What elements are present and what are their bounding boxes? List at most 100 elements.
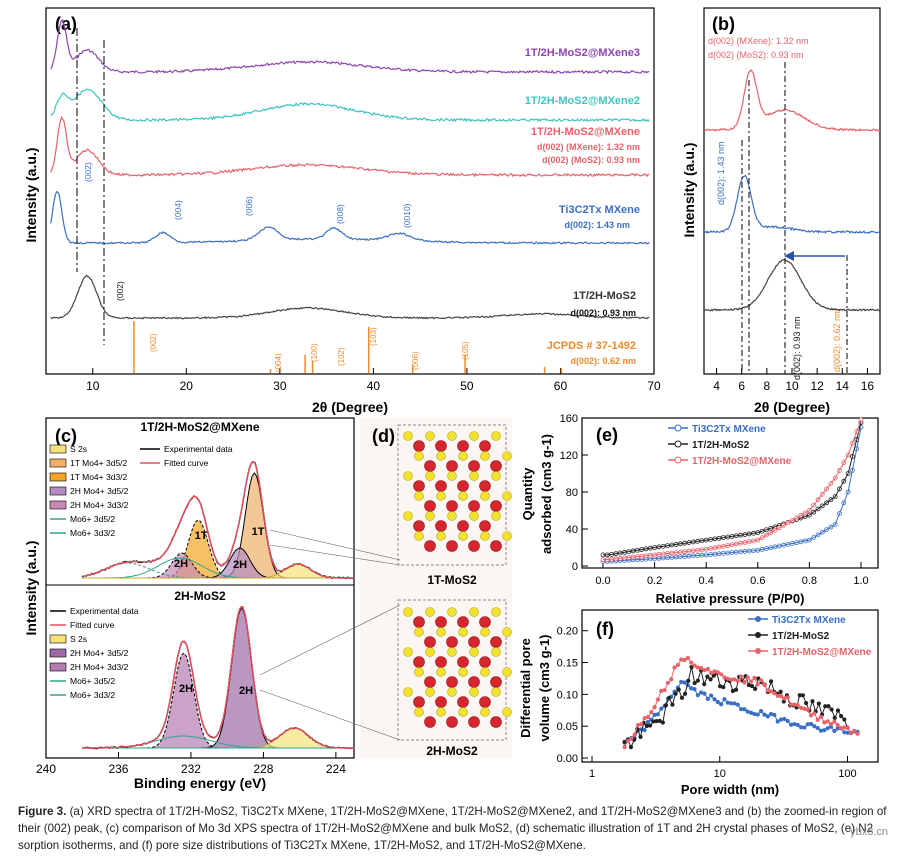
s-atom [491,687,501,697]
panel-f: (f) Differential pore volume (cm3 g-1) P… [518,609,879,797]
c-to-d-link-1 [269,529,401,561]
watermark: ybx8.cn [850,826,888,838]
s-atom [436,491,446,501]
s-atom [502,627,512,637]
c-xtick-label: 224 [326,762,346,776]
panel-f-legend: Ti3C2Tx MXene 1T/2H-MoS2 1T/2H-MoS2@MXene [748,615,872,658]
c-legend-label: 2H Mo4+ 3d5/2 [70,486,129,496]
s-atom [425,431,435,441]
s-atom [480,451,490,461]
c-xtick-label: 232 [181,762,201,776]
s-atom [491,647,501,657]
e-xtick-label: 0.4 [699,575,714,587]
s-atom [469,511,479,521]
s-atom [414,667,424,677]
e-xtick-label: 0.6 [750,575,765,587]
panel-a: (a) Intensity (a.u.) 2θ (Degree) 10 20 30 4… [23,7,661,415]
jcpds-103: (103) [369,327,378,346]
panel-b-ann-bot2: d(002): 0.62 nm [832,308,842,372]
mxene-peak-006: (006) [244,196,254,216]
s-atom [447,471,457,481]
panel-e-legend: Ti3C2Tx MXene 1T/2H-MoS2 1T/2H-MoS2@MXene [668,424,792,467]
mo-atom [468,716,480,728]
panel-a-label: (a) [55,14,77,34]
f-series [624,666,848,749]
c-peak-1t-b: 1T [252,526,265,538]
figure-canvas: (a) Intensity (a.u.) 2θ (Degree) 10 20 30 4… [23,7,881,797]
s-atom [425,607,435,617]
c-legend-label: Fitted curve [70,620,115,630]
s-atom [414,531,424,541]
c-legend-label: 1T Mo4+ 3d5/2 [70,458,128,468]
panel-b-ann-top-2: d(002) (MoS2): 0.93 nm [708,50,804,60]
ann-mxene-d2: d(002) (MoS2): 0.93 nm [542,155,640,165]
e-ytick-label: 160 [560,413,578,425]
panel-c-top-title: 1T/2H-MoS2@MXene [140,420,259,434]
c-bot-exp [82,606,355,750]
s-atom [436,531,446,541]
s-atom [480,491,490,501]
label-mos2: 1T/2H-MoS2 [573,290,636,302]
label-mxene3: 1T/2H-MoS2@MXene3 [525,47,640,59]
b-mos2 [703,258,881,312]
mo-atom [435,440,447,452]
c-legend-label: 1T Mo4+ 3d3/2 [70,472,128,482]
s-atom [458,667,468,677]
a-xtick-label: 50 [460,379,474,393]
s-atom [458,531,468,541]
e-xtick-label: 1.0 [853,575,868,587]
panel-e-curves [600,417,864,564]
s-atom [447,607,457,617]
mo-atom [435,656,447,668]
c-legend-swatch [49,458,67,468]
panel-e-frame [581,417,879,569]
s-atom [480,531,490,541]
mxene-peak-008: (008) [335,204,345,224]
f-legend-marker [755,616,761,622]
panel-b-ann-top-1: d(002) (MXene): 1.32 nm [708,36,809,46]
mo-atom [479,616,491,628]
ann-mxene-d1: d(002) (MXene): 1.32 nm [537,142,640,152]
panel-a-ticks: 10 20 30 40 50 60 70 [86,368,661,393]
mo-atom [424,460,436,472]
e-xtick-label: 0.0 [595,575,610,587]
s-atom [502,531,512,541]
a-xtick-label: 70 [647,379,661,393]
e-legend-marker [674,424,682,432]
c-top-fit [82,460,354,579]
b-xtick-label: 10 [785,379,799,393]
b-xtick-label: 14 [836,379,850,393]
s-atom [425,471,435,481]
c-xtick-label: 240 [36,762,56,776]
f-legend-marker [755,632,761,638]
mos2-peak-002: (002) [115,281,125,301]
b-mxene [703,69,881,133]
b-xtick-label: 6 [738,379,745,393]
mo-atom [446,716,458,728]
xrd-mxene2 [50,88,650,123]
s-atom [436,627,446,637]
s-atom [403,687,413,697]
e-ytick-label: 0 [572,561,578,573]
e-legend-marker [674,456,682,464]
c-peak-2h-c: 2H [179,683,193,695]
s-atom [469,647,479,657]
mo-atom [457,520,469,532]
mo-atom [446,676,458,688]
mo-atom [457,480,469,492]
label-jcpds: JCPDS # 37-1492 [547,340,636,352]
mo-atom [490,716,502,728]
f-ytick-label: 0.10 [557,689,578,701]
panel-f-frame [581,609,879,763]
e-legend-label: 1T/2H-MoS2 [692,440,750,451]
c-legend-label: S 2s [70,634,87,644]
f-legend-marker [755,648,761,654]
s-atom [491,471,501,481]
mo-atom [468,676,480,688]
xrd-mxene [50,115,650,178]
jcpds-006: (006) [411,351,420,370]
mxene-peak-002: (002) [83,162,93,182]
c-legend-label: Experimental data [164,444,233,454]
c-xtick-label: 228 [253,762,273,776]
s-atom [458,451,468,461]
